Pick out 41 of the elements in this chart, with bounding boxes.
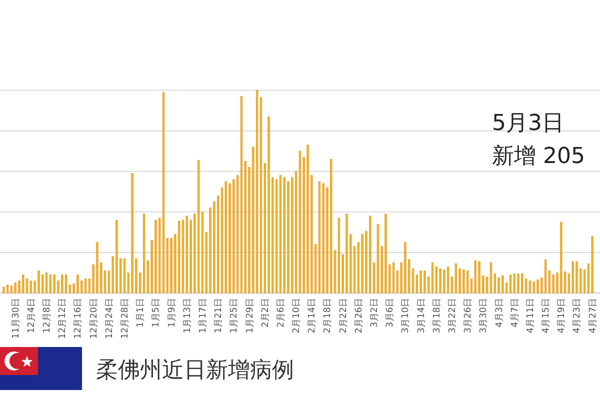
x-tick-label: 2月26日 (354, 298, 364, 334)
x-tick-label: 1月9日 (167, 298, 178, 328)
x-tick-label: 3月26日 (464, 298, 474, 334)
x-tick-label: 12月24日 (104, 298, 115, 339)
x-tick-label: 1月1日 (136, 298, 146, 328)
x-tick-label: 12月12日 (58, 298, 68, 339)
x-tick-label: 12月20日 (89, 298, 100, 339)
x-tick-label: 4月3日 (494, 298, 505, 328)
x-tick-label: 3月22日 (448, 298, 458, 334)
x-tick-label: 3月14日 (416, 298, 427, 334)
x-tick-label: 4月27日 (588, 298, 598, 334)
x-tick-label: 3月2日 (370, 298, 380, 328)
x-tick-label: 2月14日 (308, 298, 318, 334)
x-tick-label: 2月6日 (276, 298, 286, 328)
x-tick-label: 4月11日 (526, 298, 536, 334)
x-tick-label: 12月28日 (120, 298, 131, 339)
x-tick-label: 1月13日 (182, 298, 193, 334)
x-tick-label: 1月5日 (152, 298, 162, 328)
x-tick-label: 4月23日 (572, 298, 583, 334)
x-tick-label: 12月4日 (26, 298, 37, 334)
text: 柔佛州近日新增病例 (96, 358, 294, 383)
x-tick-label: 4月15日 (542, 298, 552, 334)
x-tick-label: 4月19日 (557, 298, 568, 334)
x-tick-label: 11月30日 (11, 298, 22, 339)
x-tick-label: 2月10日 (292, 298, 302, 334)
x-tick-label: 12月8日 (42, 298, 53, 334)
x-tick-label: 2月2日 (260, 298, 271, 328)
x-tick-label: 2月22日 (338, 298, 349, 334)
x-tick-label: 3月6日 (386, 298, 396, 328)
x-tick-label: 3月30日 (479, 298, 490, 334)
x-tick-label: 4月7日 (510, 298, 520, 328)
x-tick-label: 2月18日 (323, 298, 334, 334)
x-tick-label: 1月21日 (214, 298, 224, 334)
x-tick-label: 3月18日 (432, 298, 442, 334)
x-tick-label: 1月25日 (230, 298, 240, 334)
x-tick-label: 1月29日 (245, 298, 256, 334)
x-tick-label: 1月17日 (198, 298, 208, 334)
annotation: 新增 205 (492, 144, 585, 169)
x-tick-label: 3月10日 (401, 298, 412, 334)
x-tick-label: 12月16日 (74, 298, 84, 339)
annotation: 5月3日 (492, 111, 564, 136)
